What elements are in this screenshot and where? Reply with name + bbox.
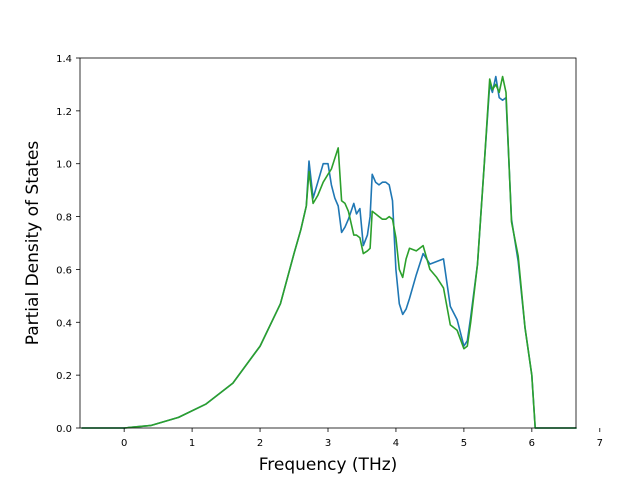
y-tick-label: 1.0 <box>56 160 72 171</box>
plot-background <box>80 58 576 428</box>
x-tick-label: 1 <box>189 438 195 449</box>
y-tick-label: 0.8 <box>56 213 72 224</box>
x-tick-label: 3 <box>325 438 331 449</box>
y-axis-title: Partial Density of States <box>23 141 43 346</box>
y-tick-label: 1.2 <box>56 107 72 118</box>
x-tick-label: 7 <box>597 438 603 449</box>
x-axis-title: Frequency (THz) <box>259 455 398 475</box>
y-tick-label: 0.6 <box>56 265 72 276</box>
y-tick-label: 0.2 <box>56 371 72 382</box>
y-axis-ticks: 0.0 0.2 0.4 0.6 0.8 1.0 1.2 1.4 <box>56 54 80 435</box>
series-layer <box>81 75 577 429</box>
x-tick-label: 4 <box>393 438 399 449</box>
y-tick-label: 1.4 <box>56 54 72 65</box>
x-tick-label: 6 <box>529 438 535 449</box>
x-tick-label: 0 <box>121 438 127 449</box>
y-tick-label: 0.0 <box>56 424 72 435</box>
series-line-2 <box>81 75 577 429</box>
x-axis-ticks: 0 1 2 3 4 5 6 7 <box>121 428 603 449</box>
series-line-1 <box>81 75 577 429</box>
y-tick-label: 0.4 <box>56 318 72 329</box>
x-tick-label: 5 <box>461 438 467 449</box>
x-tick-label: 2 <box>257 438 263 449</box>
